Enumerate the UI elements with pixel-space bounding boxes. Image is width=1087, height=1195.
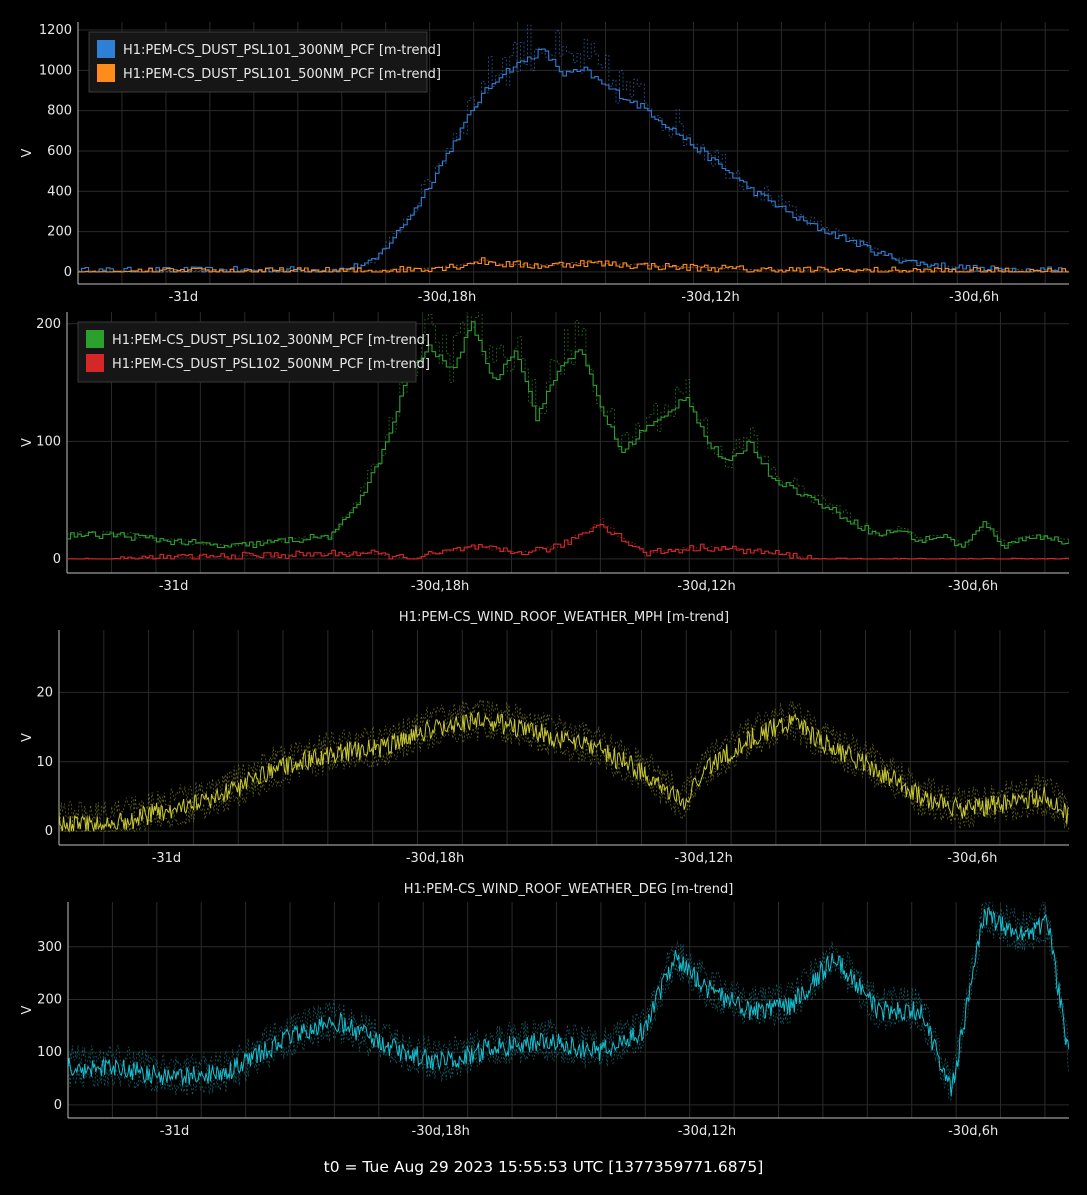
x-tick-label: -31d [159,579,189,594]
legend-swatch [86,354,104,372]
legend-entry: H1:PEM-CS_DUST_PSL101_300NM_PCF [m-trend… [123,43,441,58]
legend-entry: H1:PEM-CS_DUST_PSL101_500NM_PCF [m-trend… [123,67,441,82]
y-tick-label: 1200 [39,23,72,38]
series-min-trace [59,720,1069,833]
y-tick-label: 400 [47,184,72,199]
series-line-1 [78,48,1069,273]
legend-swatch [97,40,115,58]
x-tick-label: -30d,12h [674,851,732,866]
series-line-1 [67,321,1069,549]
y-tick-label: 100 [37,1045,62,1060]
series-max-trace [68,902,1069,1087]
x-tick-label: -31d [169,290,199,305]
legend-entry: H1:PEM-CS_DUST_PSL102_300NM_PCF [m-trend… [112,333,430,348]
legend: H1:PEM-CS_DUST_PSL101_300NM_PCF [m-trend… [88,31,441,93]
y-axis-label: V [20,438,35,447]
y-tick-label: 0 [53,552,61,567]
y-tick-label: 200 [36,317,61,332]
y-tick-label: 800 [47,104,72,119]
series-minmax-1 [78,24,1069,272]
series-minmax-2 [67,518,1069,560]
series-line-2 [67,524,1069,560]
legend-frame [88,31,428,93]
chart-panel-4: 0 100 200 300 -31d -30d,18h -30d,12h -30d,6h V H1… [20,882,1069,1139]
y-axis-label: V [20,1005,35,1014]
y-tick-label: 100 [36,434,61,449]
y-axis-label: V [20,733,35,742]
y-tick-label: 0 [54,1098,62,1113]
legend-entry: H1:PEM-CS_DUST_PSL102_500NM_PCF [m-trend… [112,357,430,372]
series-mean-trace [68,906,1069,1097]
x-tick-label: -30d,18h [412,1124,470,1139]
series-mean-trace [59,711,1069,833]
x-tick-label: -30d,6h [949,290,999,305]
x-tick-label: -30d,6h [947,851,997,866]
x-tick-label: -30d,12h [678,1124,736,1139]
legend: H1:PEM-CS_DUST_PSL102_300NM_PCF [m-trend… [77,321,430,383]
panel-title: H1:PEM-CS_WIND_ROOF_WEATHER_DEG [m-trend… [404,882,734,897]
chart-panel-2: 0 100 200 -31d -30d,18h -30d,12h -30d,6h V H1:PE… [20,312,1069,594]
y-tick-label: 0 [64,265,72,280]
y-tick-label: 0 [45,824,53,839]
x-tick-label: -30d,12h [677,579,735,594]
x-tick-label: -30d,18h [418,290,476,305]
t0-footer: t0 = Tue Aug 29 2023 15:55:53 UTC [13773… [323,1158,764,1176]
x-tick-label: -30d,6h [948,1124,998,1139]
x-tick-label: -30d,18h [406,851,464,866]
y-tick-label: 20 [36,685,53,700]
legend-swatch [97,64,115,82]
panel-title: H1:PEM-CS_WIND_ROOF_WEATHER_MPH [m-trend… [399,610,729,625]
y-tick-label: 600 [47,144,72,159]
chart-panel-1: 0 200 400 600 800 1000 1200 -31d -30d,18h -30d,12… [20,22,1069,305]
y-tick-label: 200 [47,225,72,240]
y-tick-label: 300 [37,940,62,955]
y-tick-label: 200 [37,992,62,1007]
series-minmax-1 [67,312,1069,549]
legend-frame [77,321,417,383]
legend-swatch [86,330,104,348]
series-minmax-2 [78,259,1069,273]
chart-panel-3: 0 10 20 -31d -30d,18h -30d,12h -30d,6h V H1:PEM-… [20,610,1069,866]
x-tick-label: -31d [152,851,182,866]
y-axis-label: V [20,148,35,157]
x-tick-label: -31d [160,1124,190,1139]
y-tick-label: 10 [36,755,53,770]
y-tick-label: 1000 [39,63,72,78]
x-tick-label: -30d,6h [948,579,998,594]
series-min-trace [68,918,1069,1101]
x-tick-label: -30d,18h [411,579,469,594]
x-tick-label: -30d,12h [681,290,739,305]
